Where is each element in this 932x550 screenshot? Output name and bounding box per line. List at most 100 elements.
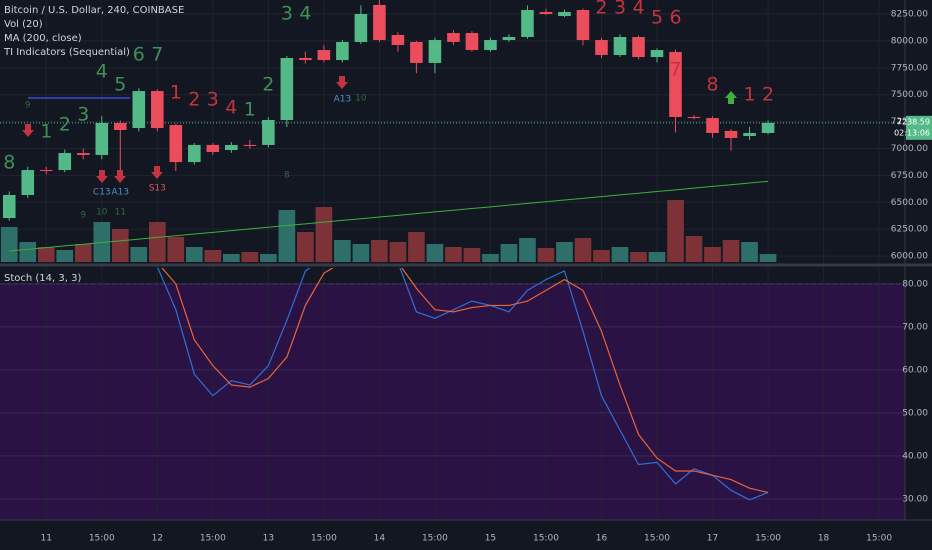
td-label: C13 (93, 187, 111, 197)
candle-body (484, 40, 497, 51)
volume-bar (56, 250, 74, 262)
td-label: 1 (743, 84, 755, 106)
td-label: 10 (96, 207, 108, 217)
x-tick-label: 15:00 (755, 534, 781, 544)
candle-body (76, 153, 90, 155)
candle-body (336, 41, 349, 61)
volume-bar (334, 240, 351, 262)
td-label: 8 (284, 170, 290, 180)
volume-bar (371, 240, 388, 262)
candle-body (687, 116, 701, 119)
td-label: A13 (334, 95, 352, 105)
volume-bar (93, 222, 111, 262)
candle-body (724, 130, 738, 138)
ma-line (9, 180, 769, 252)
x-tick-label: 15 (485, 534, 496, 544)
candle-body (743, 133, 756, 137)
td-label: 5 (114, 74, 126, 96)
volume-bar (445, 247, 462, 262)
candle-body (299, 58, 312, 61)
td-label: 3 (77, 104, 89, 126)
volume-bar (241, 252, 259, 262)
y-tick-label: 40.00 (902, 451, 928, 461)
y-tick-label: 50.00 (902, 408, 928, 418)
candle-body (21, 170, 35, 195)
candle-body (391, 34, 405, 45)
volume-bar (389, 242, 407, 262)
volume-bar (722, 240, 740, 262)
countdown-label: 02:13:06 (894, 128, 930, 137)
candle-body (317, 50, 331, 61)
volume-bar (704, 247, 721, 262)
stoch-line (161, 268, 769, 494)
volume-bar (685, 236, 703, 262)
candle-body (613, 37, 627, 55)
td-label: 5 (651, 6, 663, 28)
y-tick-label: 8250.00 (891, 9, 928, 19)
indicator-legend: MA (200, close) (4, 33, 82, 44)
td-label: 7 (151, 43, 163, 65)
volume-bar (130, 247, 148, 262)
y-tick-label: 70.00 (902, 322, 928, 332)
td-label: 2 (262, 74, 274, 96)
volume-bar (204, 250, 222, 262)
candle-body (632, 37, 645, 58)
x-tick-label: 15:00 (311, 534, 337, 544)
td-label: 10 (355, 94, 367, 104)
y-tick-label: 7750.00 (891, 63, 928, 73)
x-tick-label: 18 (818, 534, 830, 544)
td-label: 6 (133, 43, 145, 65)
indicator-legend: Vol (20) (4, 19, 43, 30)
volume-bar (463, 248, 481, 262)
candle-body (354, 13, 368, 42)
y-tick-label: 6000.00 (891, 252, 928, 262)
stoch-pane (0, 283, 905, 520)
volume-bar (537, 248, 555, 262)
signal-arrows (22, 76, 737, 183)
x-tick-label: 15:00 (422, 534, 448, 544)
candle-body (502, 37, 516, 41)
volume-bar (759, 254, 777, 262)
candle-body (2, 194, 16, 219)
td-label: 8 (706, 74, 718, 96)
td-label: 4 (632, 0, 644, 18)
candle-body (206, 144, 220, 153)
x-tick-label: 15:00 (89, 534, 115, 544)
candle-body (280, 58, 294, 120)
y-tick-label: 6750.00 (891, 171, 928, 181)
td-label: 3 (281, 2, 293, 24)
x-tick-label: 13 (263, 534, 274, 544)
candle-body (706, 118, 719, 134)
td-label: 11 (115, 207, 126, 217)
candle-body (576, 10, 590, 41)
candle-body (521, 10, 534, 38)
volume-bar (482, 254, 499, 262)
stoch-band (0, 283, 905, 520)
volume-bar (111, 229, 129, 262)
volume-bar (297, 232, 314, 262)
y-tick-label: 6500.00 (891, 198, 928, 208)
candle-body (447, 33, 460, 42)
td-label: 9 (80, 211, 86, 221)
td-label: 7 (669, 58, 681, 80)
candle-body (169, 125, 183, 163)
x-tick-label: 17 (707, 534, 718, 544)
y-tick-label: 60.00 (902, 365, 928, 375)
last-price-label: 7238.59 (897, 117, 930, 126)
volume-bar (223, 254, 240, 262)
y-tick-label: 30.00 (902, 494, 928, 504)
volume-bar (500, 244, 518, 262)
x-tick-label: 11 (41, 534, 52, 544)
stoch-lines (157, 268, 769, 501)
x-tick-label: 15:00 (533, 534, 559, 544)
td-label: 2 (762, 84, 774, 106)
x-tick-label: 15:00 (200, 534, 226, 544)
last-price-box (906, 115, 932, 140)
candle-body (114, 122, 127, 130)
volume-bar (556, 242, 573, 262)
y-tick-label: 7500.00 (891, 90, 928, 100)
volume-bar (648, 252, 666, 262)
volume-bar (19, 242, 37, 262)
